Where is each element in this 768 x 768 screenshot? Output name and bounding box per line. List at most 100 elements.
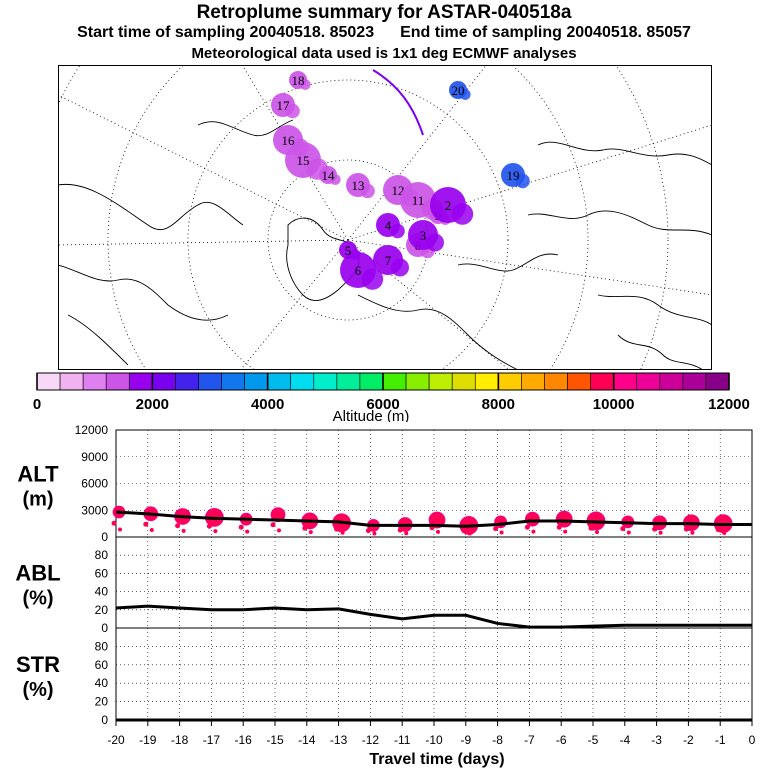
altitude-cluster-marker bbox=[493, 526, 499, 532]
altitude-cluster-marker bbox=[524, 524, 530, 530]
plume-cluster-marker bbox=[451, 203, 474, 225]
x-tick-label: -5 bbox=[588, 733, 599, 747]
plume-clusters: 1817161514131211987654322019 bbox=[271, 69, 530, 290]
plume-cluster-marker bbox=[285, 103, 300, 119]
colorbar-tick-label: 10000 bbox=[593, 396, 635, 413]
altitude-cluster-marker bbox=[181, 528, 186, 533]
altitude-cluster-marker bbox=[365, 528, 371, 534]
sampling-times: Start time of sampling 20040518. 85023 En… bbox=[0, 24, 768, 42]
colorbar-cell bbox=[705, 372, 730, 391]
x-tick-label: -19 bbox=[139, 733, 157, 747]
plume-cluster-marker bbox=[426, 233, 444, 252]
altitude-cluster-marker bbox=[334, 526, 340, 532]
altitude-cluster-marker bbox=[372, 531, 377, 536]
plume-track-line bbox=[372, 69, 424, 136]
meridian-lines bbox=[58, 65, 712, 370]
x-tick-label: -11 bbox=[394, 733, 411, 747]
colorbar-cell bbox=[128, 372, 153, 391]
plume-cluster-marker bbox=[459, 89, 471, 100]
colorbar-cell bbox=[590, 372, 614, 391]
altitude-cluster-marker bbox=[652, 526, 658, 532]
altitude-cluster-marker bbox=[620, 526, 626, 532]
abl-panel: 0 20 40 60 80 ABL(%) bbox=[15, 536, 753, 635]
altitude-colorbar: 0 2000 4000 6000 8000 10000 12000 Altitude (m) bbox=[33, 372, 750, 422]
plume-day-label: 17 bbox=[277, 98, 291, 113]
colorbar-cell bbox=[221, 372, 245, 391]
plume-day-label: 3 bbox=[420, 228, 427, 243]
altitude-cluster-marker bbox=[302, 525, 308, 531]
x-tick-label: -14 bbox=[298, 733, 316, 747]
y-tick-label: 0 bbox=[101, 621, 108, 635]
colorbar-cell bbox=[567, 372, 591, 391]
plume-day-label: 14 bbox=[322, 168, 336, 183]
colorbar-cell bbox=[359, 372, 384, 391]
altitude-cluster-marker bbox=[238, 524, 244, 530]
colorbar-tick-label: 2000 bbox=[136, 396, 169, 413]
alt-panel: 0 3000 6000 9000 12000 ALT(m) bbox=[17, 423, 753, 544]
altitude-cluster-marker bbox=[270, 522, 276, 528]
colorbar-cell bbox=[59, 372, 84, 391]
x-tick-label: -1 bbox=[715, 733, 726, 747]
x-tick-label: -8 bbox=[492, 733, 503, 747]
colorbar-cell bbox=[521, 372, 545, 391]
y-tick-label: 12000 bbox=[75, 423, 109, 437]
abl-series-line bbox=[115, 604, 752, 629]
altitude-cluster-marker bbox=[595, 530, 599, 535]
altitude-cluster-marker bbox=[683, 526, 689, 532]
altitude-cluster-marker bbox=[143, 521, 149, 527]
str-panel: 0 20 40 60 80 STR(%) bbox=[16, 627, 753, 727]
colorbar-cell bbox=[405, 372, 430, 391]
altitude-cluster-marker bbox=[340, 530, 345, 535]
plume-day-label: 15 bbox=[297, 153, 310, 168]
altitude-cluster-marker bbox=[270, 507, 286, 523]
colorbar-cell bbox=[428, 372, 453, 391]
colorbar-cell bbox=[336, 372, 361, 391]
altitude-cluster-marker bbox=[531, 529, 536, 534]
altitude-cluster-marker bbox=[499, 530, 504, 535]
str-panel-frame bbox=[115, 627, 753, 721]
colorbar-cell bbox=[682, 372, 707, 391]
y-tick-label: 3000 bbox=[81, 503, 108, 517]
end-time-label: End time of sampling 20040518. 85057 bbox=[400, 24, 691, 41]
altitude-cluster-marker bbox=[277, 528, 281, 533]
plume-day-label: 20 bbox=[452, 83, 465, 98]
chart-title: Retroplume summary for ASTAR-040518a bbox=[196, 2, 572, 23]
y-tick-label: 0 bbox=[101, 713, 108, 727]
y-tick-label: 20 bbox=[95, 603, 109, 617]
y-tick-label: 0 bbox=[101, 530, 108, 544]
plume-cluster-marker bbox=[360, 183, 375, 199]
x-axis-label: Travel time (days) bbox=[369, 751, 504, 768]
altitude-cluster-marker bbox=[626, 530, 631, 535]
altitude-cluster-marker bbox=[245, 529, 250, 534]
x-tick-label: -12 bbox=[362, 733, 380, 747]
y-tick-label: 6000 bbox=[81, 477, 108, 491]
altitude-cluster-marker bbox=[563, 529, 568, 534]
str-axis-unit: (%) bbox=[22, 679, 53, 701]
colorbar-cell bbox=[82, 372, 107, 391]
x-tick-label: -2 bbox=[683, 733, 694, 747]
plume-day-label: 7 bbox=[385, 253, 392, 268]
colorbar-cell bbox=[544, 372, 568, 391]
abl-axis-unit: (%) bbox=[22, 588, 53, 610]
altitude-cluster-marker bbox=[436, 529, 440, 534]
colorbar-ticks: 0 2000 4000 6000 8000 10000 12000 bbox=[33, 373, 750, 413]
map-content: 1817161514131211987654322019 bbox=[58, 65, 712, 370]
colorbar-cell bbox=[244, 372, 268, 391]
plume-cluster-marker bbox=[299, 79, 311, 90]
altitude-cluster-marker bbox=[404, 531, 409, 536]
plume-cluster-marker bbox=[329, 174, 341, 185]
x-tick-label: -6 bbox=[556, 733, 567, 747]
y-tick-label: 60 bbox=[95, 566, 109, 580]
altitude-cluster-marker bbox=[715, 527, 721, 533]
colorbar-axis-label: Altitude (m) bbox=[333, 408, 410, 422]
colorbar-cell bbox=[36, 372, 61, 391]
x-tick-label: -16 bbox=[235, 733, 253, 747]
x-tick-label: -13 bbox=[330, 733, 348, 747]
colorbar-cell bbox=[313, 372, 338, 391]
plume-day-label: 16 bbox=[282, 133, 296, 148]
altitude-cluster-marker bbox=[690, 530, 695, 535]
colorbar-cell bbox=[175, 372, 199, 391]
meteorological-data-note: Meteorological data used is 1x1 deg ECMW… bbox=[191, 45, 577, 62]
plume-cluster-marker bbox=[390, 223, 405, 239]
